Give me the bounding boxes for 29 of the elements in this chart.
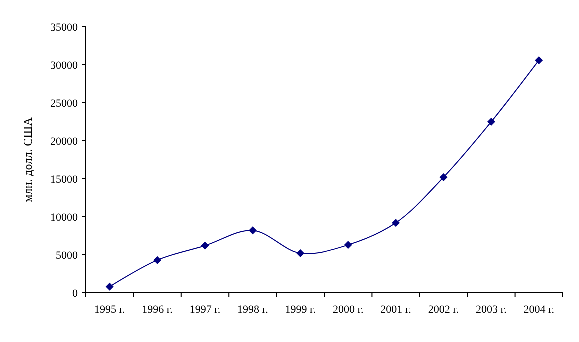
point	[487, 118, 496, 126]
x-tick-label: 2003 г.	[476, 304, 508, 316]
x-tick-label: 2002 г.	[428, 304, 460, 316]
y-tick-label: 0	[72, 288, 78, 300]
x-tick-label: 2001 г.	[380, 304, 412, 316]
y-axis-title: млн. долл. США	[21, 117, 35, 202]
x-tick-label: 1999 г.	[285, 304, 316, 316]
y-tick-label: 25000	[50, 98, 78, 110]
x-tick-label: 2004 г.	[524, 304, 555, 316]
point	[248, 226, 257, 235]
x-tick-label: 1995 г.	[94, 304, 126, 316]
y-tick-label: 15000	[50, 174, 78, 186]
point	[201, 242, 210, 250]
point	[154, 256, 162, 264]
point	[440, 173, 448, 182]
point	[392, 219, 400, 228]
x-tick-label: 1996 г.	[142, 304, 174, 316]
x-tick-label: 1998 г.	[238, 304, 269, 316]
point	[106, 282, 114, 291]
x-tick-label: 2000 г.	[332, 304, 364, 316]
y-tick-label: 20000	[50, 136, 78, 148]
y-tick-label: 30000	[50, 60, 78, 72]
point	[344, 241, 352, 250]
point	[296, 249, 305, 258]
y-tick-label: 10000	[50, 212, 78, 224]
y-tick-label: 35000	[50, 22, 78, 34]
x-tick-label: 1997 г.	[190, 304, 221, 316]
point	[535, 56, 544, 64]
y-tick-label: 5000	[56, 250, 78, 262]
